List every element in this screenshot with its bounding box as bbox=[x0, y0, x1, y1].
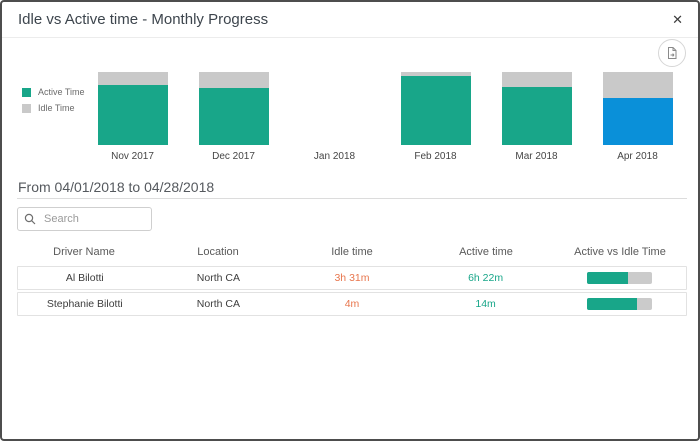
table-row[interactable]: Stephanie Bilotti North CA 4m 14m bbox=[17, 292, 687, 316]
idle-time-cell: 3h 31m bbox=[334, 272, 370, 284]
stacked-bar[interactable] bbox=[602, 72, 673, 145]
col-header-active-vs-idle: Active vs Idle Time bbox=[574, 246, 666, 258]
bar-slot: Apr 2018 bbox=[587, 72, 688, 162]
idle-time-segment[interactable] bbox=[97, 72, 168, 86]
search-box bbox=[17, 207, 152, 231]
dialog-header: Idle vs Active time - Monthly Progress ✕ bbox=[2, 2, 698, 38]
export-report-icon bbox=[668, 47, 677, 59]
col-header-active-time: Active time bbox=[459, 246, 513, 258]
active-vs-idle-bar-track bbox=[586, 272, 652, 284]
active-time-segment[interactable] bbox=[198, 88, 269, 145]
legend-label: Active Time bbox=[38, 87, 85, 97]
active-time-swatch bbox=[22, 87, 31, 97]
active-time-cell: 14m bbox=[475, 298, 496, 310]
idle-time-segment[interactable] bbox=[400, 72, 471, 76]
active-vs-idle-bar-fill bbox=[586, 272, 629, 284]
active-vs-idle-bar-track bbox=[586, 298, 652, 310]
active-vs-idle-cell bbox=[552, 298, 686, 310]
active-time-segment[interactable] bbox=[602, 97, 673, 145]
stacked-bar[interactable] bbox=[400, 72, 471, 145]
bar-slot: Feb 2018 bbox=[385, 72, 486, 162]
month-label: Jan 2018 bbox=[313, 151, 356, 162]
location-cell: North CA bbox=[196, 298, 240, 310]
col-header-driver-name: Driver Name bbox=[53, 246, 115, 258]
dialog-title: Idle vs Active time - Monthly Progress bbox=[18, 11, 269, 28]
export-button[interactable] bbox=[658, 39, 686, 67]
period-heading: From 04/01/2018 to 04/28/2018 bbox=[18, 179, 215, 195]
month-label: Mar 2018 bbox=[515, 151, 558, 162]
month-label: Nov 2017 bbox=[111, 151, 154, 162]
active-vs-idle-bar-fill bbox=[586, 298, 638, 310]
idle-time-segment[interactable] bbox=[602, 72, 673, 98]
bar-slot: Dec 2017 bbox=[183, 72, 284, 162]
month-label: Apr 2018 bbox=[617, 151, 658, 162]
bar-slot: Nov 2017 bbox=[82, 72, 183, 162]
driver-name-cell: Al Bilotti bbox=[65, 272, 104, 284]
bar-slot: Jan 2018 bbox=[284, 72, 385, 162]
legend-item-idle[interactable]: Idle Time bbox=[22, 103, 85, 113]
stacked-bar[interactable] bbox=[501, 72, 572, 145]
search-input[interactable] bbox=[42, 212, 145, 226]
idle-time-segment[interactable] bbox=[198, 72, 269, 89]
month-label: Feb 2018 bbox=[414, 151, 457, 162]
section-divider bbox=[17, 198, 687, 199]
stacked-bar bbox=[300, 72, 370, 145]
col-header-location: Location bbox=[197, 246, 239, 258]
table-row[interactable]: Al Bilotti North CA 3h 31m 6h 22m bbox=[17, 266, 687, 290]
idle-time-swatch bbox=[22, 103, 31, 113]
driver-name-cell: Stephanie Bilotti bbox=[46, 298, 123, 310]
legend-item-active[interactable]: Active Time bbox=[22, 87, 85, 97]
active-time-segment[interactable] bbox=[400, 75, 471, 145]
chart-legend: Active Time Idle Time bbox=[22, 87, 85, 119]
bar-slot: Mar 2018 bbox=[486, 72, 587, 162]
drivers-table: Driver Name Location Idle time Active ti… bbox=[17, 240, 687, 318]
active-time-segment[interactable] bbox=[501, 87, 572, 145]
stacked-bar[interactable] bbox=[198, 72, 269, 145]
active-time-segment[interactable] bbox=[97, 85, 168, 145]
idle-time-segment[interactable] bbox=[501, 72, 572, 88]
active-vs-idle-cell bbox=[552, 272, 686, 284]
col-header-idle-time: Idle time bbox=[331, 246, 373, 258]
table-header-row: Driver Name Location Idle time Active ti… bbox=[17, 240, 687, 264]
monthly-bar-chart: Nov 2017 Dec 2017 Jan 2018 Feb 2018 Mar 2018… bbox=[82, 72, 688, 162]
location-cell: North CA bbox=[196, 272, 240, 284]
idle-time-cell: 4m bbox=[344, 298, 360, 310]
legend-label: Idle Time bbox=[38, 103, 75, 113]
active-time-cell: 6h 22m bbox=[468, 272, 504, 284]
stacked-bar[interactable] bbox=[97, 72, 168, 145]
close-icon[interactable]: ✕ bbox=[672, 12, 683, 27]
month-label: Dec 2017 bbox=[212, 151, 255, 162]
search-icon bbox=[24, 213, 36, 225]
